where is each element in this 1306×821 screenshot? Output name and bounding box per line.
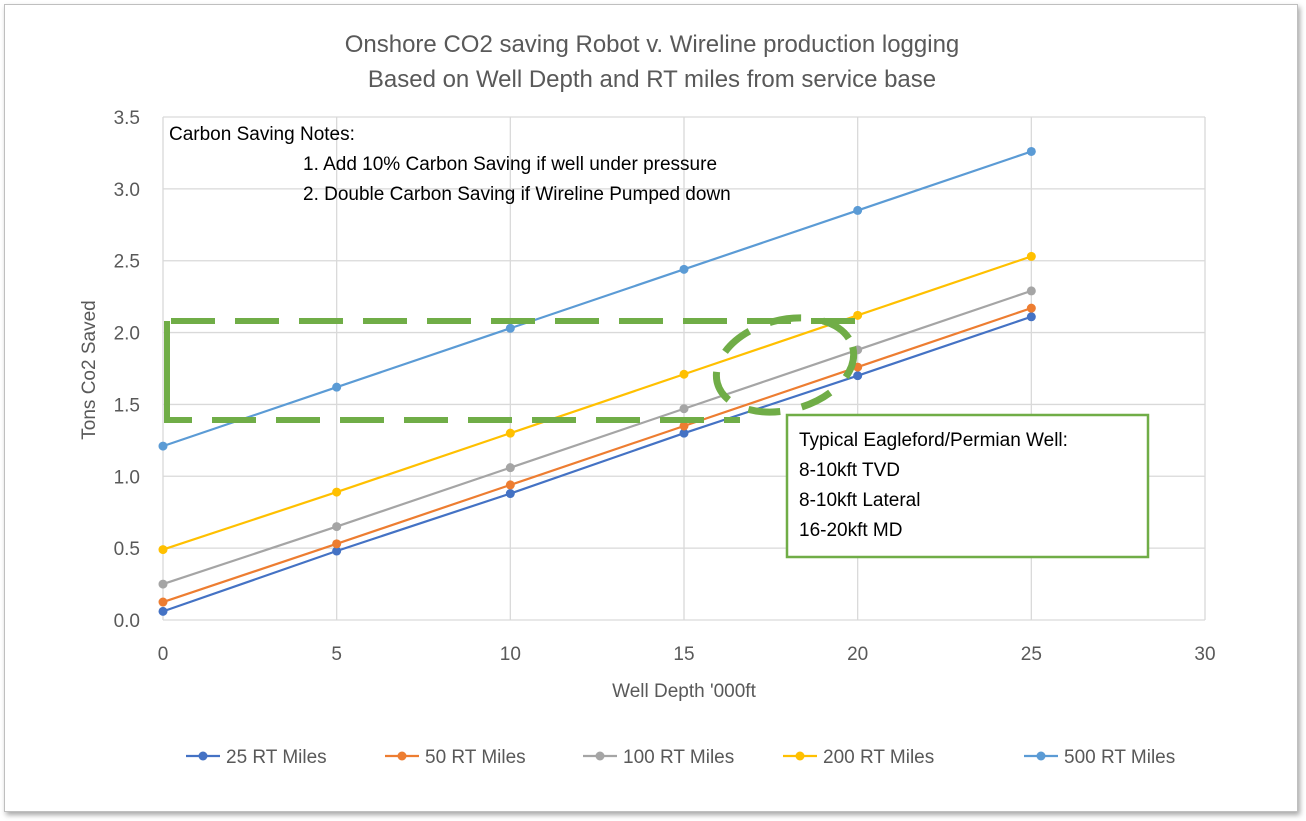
x-tick-label: 5: [331, 644, 342, 665]
callout-line-3: 8-10kft Lateral: [799, 490, 920, 511]
data-point: [158, 441, 168, 451]
x-tick-label: 15: [673, 644, 694, 665]
highlight-bracket: [164, 318, 855, 423]
x-tick-label: 30: [1194, 644, 1215, 665]
data-point: [505, 463, 515, 473]
y-tick-label: 3.5: [114, 108, 140, 129]
data-point: [679, 264, 689, 274]
series-line-0: [162, 315, 1032, 613]
data-point: [332, 522, 342, 532]
y-tick-label: 1.0: [114, 467, 140, 488]
data-point: [679, 428, 689, 438]
x-tick-label: 10: [500, 644, 521, 665]
callout-line-1: Typical Eagleford/Permian Well:: [799, 430, 1068, 451]
data-point: [853, 310, 863, 320]
chart-title-line-2: Based on Well Depth and RT miles from se…: [368, 66, 936, 93]
data-point: [1026, 146, 1036, 156]
highlight-ellipse: [712, 314, 858, 416]
data-point: [505, 489, 515, 499]
series-line-1: [162, 307, 1032, 604]
data-point: [332, 539, 342, 549]
data-point: [679, 404, 689, 414]
legend-swatch-marker: [795, 751, 805, 761]
legend-swatch-marker: [595, 751, 605, 761]
data-point: [505, 428, 515, 438]
legend-swatch-marker: [397, 751, 407, 761]
y-tick-label: 1.5: [114, 395, 140, 416]
data-point: [332, 487, 342, 497]
y-tick-label: 2.5: [114, 252, 140, 273]
data-point: [679, 369, 689, 379]
legend-label: 25 RT Miles: [226, 747, 327, 768]
data-point: [158, 579, 168, 589]
legend-label: 100 RT Miles: [623, 747, 734, 768]
series-line-4: [162, 150, 1032, 448]
data-point: [332, 382, 342, 392]
y-tick-label: 2.0: [114, 324, 140, 345]
legend-label: 500 RT Miles: [1064, 747, 1175, 768]
legend-swatch-marker: [1036, 751, 1046, 761]
data-point: [505, 323, 515, 333]
y-tick-label: 0.0: [114, 611, 140, 632]
notes-item-2: 2. Double Carbon Saving if Wireline Pump…: [303, 184, 731, 205]
data-point: [158, 545, 168, 555]
x-tick-label: 0: [158, 644, 169, 665]
y-axis-label: Tons Co2 Saved: [79, 300, 100, 439]
callout-line-2: 8-10kft TVD: [799, 460, 900, 481]
data-point: [505, 480, 515, 490]
x-tick-label: 25: [1021, 644, 1042, 665]
callout-line-4: 16-20kft MD: [799, 520, 902, 541]
x-tick-label: 20: [847, 644, 868, 665]
x-axis-label: Well Depth '000ft: [612, 681, 756, 702]
legend-label: 200 RT Miles: [823, 747, 934, 768]
data-point: [679, 421, 689, 431]
data-point: [853, 205, 863, 215]
data-point: [1026, 312, 1036, 322]
notes-heading: Carbon Saving Notes:: [169, 124, 355, 145]
chart-title-line-1: Onshore CO2 saving Robot v. Wireline pro…: [345, 31, 960, 58]
legend-label: 50 RT Miles: [425, 747, 526, 768]
data-point: [332, 546, 342, 556]
data-point: [1026, 251, 1036, 261]
series-line-2: [162, 289, 1032, 586]
data-point: [853, 371, 863, 381]
y-tick-label: 3.0: [114, 180, 140, 201]
y-tick-label: 0.5: [114, 539, 140, 560]
data-point: [158, 597, 168, 607]
data-point: [1026, 286, 1036, 296]
series-line-3: [162, 255, 1032, 551]
notes-item-1: 1. Add 10% Carbon Saving if well under p…: [303, 154, 717, 175]
data-point: [158, 606, 168, 616]
legend-swatch-marker: [198, 751, 208, 761]
callout-box: [785, 413, 1150, 559]
chart-frame: [4, 4, 1298, 812]
data-point: [1026, 303, 1036, 313]
